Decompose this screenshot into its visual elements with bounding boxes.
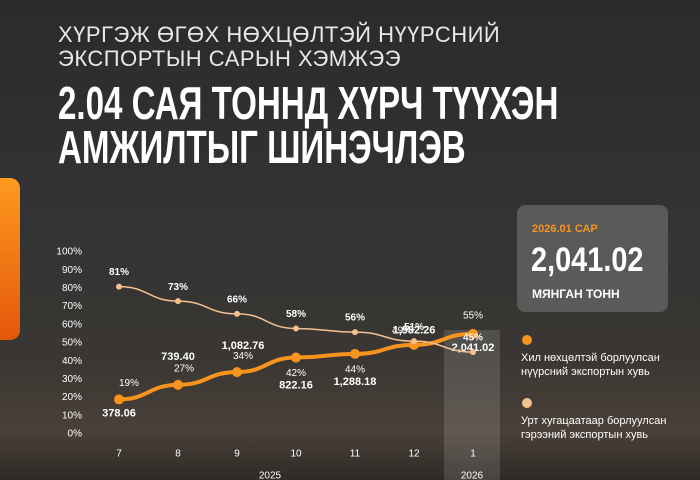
data-label: 49%	[392, 325, 412, 336]
callout-period: 2026.01 САР	[532, 223, 598, 235]
point	[116, 283, 122, 290]
x-tick-label: 7	[116, 449, 122, 460]
point	[470, 349, 476, 356]
year-label: 2025	[259, 471, 282, 480]
data-label: 19%	[119, 378, 139, 389]
point	[175, 298, 181, 305]
data-label: 56%	[345, 313, 365, 324]
data-label: 73%	[168, 282, 188, 293]
y-tick-label: 100%	[56, 247, 82, 258]
highlight-column	[444, 330, 500, 480]
supertitle: ЭКСПОРТЫН САРЫН ХЭМЖЭЭ	[58, 46, 402, 71]
y-tick-label: 0%	[68, 429, 83, 440]
point	[468, 328, 478, 339]
legend-swatch	[522, 398, 532, 408]
data-label: 55%	[463, 311, 483, 322]
volume-label: 822.16	[279, 379, 313, 391]
volume-label: 739.40	[161, 351, 195, 363]
callout-box: 2026.01 САР 2,041.02 МЯНГАН ТОНН	[517, 205, 668, 312]
point	[291, 352, 301, 363]
volume-label: 1,982.26	[393, 325, 436, 337]
y-tick-label: 30%	[62, 374, 82, 385]
y-tick-label: 50%	[62, 338, 82, 349]
data-label: 42%	[286, 368, 306, 379]
data-label: 45%	[463, 333, 483, 344]
data-label: 81%	[109, 267, 129, 278]
y-tick-label: 80%	[62, 283, 82, 294]
point	[293, 325, 299, 332]
point	[173, 379, 183, 390]
legend-label: Хил нөхцөлтэй борлуулсан нүүрсний экспор…	[521, 352, 660, 378]
y-tick-label: 40%	[62, 356, 82, 367]
x-tick-label: 10	[290, 449, 302, 460]
data-label: 34%	[233, 351, 253, 362]
year-label: 2026	[461, 471, 484, 480]
legend-label: Урт хугацаатаар борлуулсан гэрээний эксп…	[521, 415, 667, 441]
point	[114, 394, 124, 405]
point	[352, 329, 358, 336]
data-label: 44%	[345, 365, 365, 376]
volume-label: 378.06	[102, 407, 136, 419]
y-tick-label: 70%	[62, 301, 82, 312]
data-label: 51%	[404, 322, 424, 333]
data-label: 66%	[227, 295, 247, 306]
x-tick-label: 12	[408, 449, 420, 460]
x-tick-label: 11	[350, 449, 361, 460]
supertitle: ХҮРГЭЖ ӨГӨХ НӨХЦӨЛТЭЙ НҮҮРСНИЙ	[58, 22, 501, 47]
x-tick-label: 1	[470, 449, 476, 460]
headline: 2.04 САЯ ТОННД ХҮРЧ ТҮҮХЭН	[58, 77, 559, 129]
y-tick-label: 20%	[62, 392, 82, 403]
volume-label: 1,082.76	[222, 340, 265, 352]
y-tick-label: 90%	[62, 265, 82, 276]
y-tick-label: 10%	[62, 410, 82, 421]
data-label: 27%	[174, 364, 194, 375]
point	[234, 310, 240, 317]
point	[411, 338, 417, 345]
point	[350, 348, 360, 359]
x-tick-label: 9	[234, 449, 240, 460]
accent-bar	[0, 178, 20, 340]
point	[232, 367, 242, 378]
data-label: 58%	[286, 309, 306, 320]
legend-swatch	[522, 335, 532, 345]
volume-label: 1,288.18	[334, 376, 377, 388]
y-tick-label: 60%	[62, 319, 82, 330]
x-tick-label: 8	[175, 449, 181, 460]
headline: АМЖИЛТЫГ ШИНЭЧЛЭВ	[58, 121, 466, 173]
callout-value: 2,041.02	[531, 241, 644, 279]
callout-unit: МЯНГАН ТОНН	[532, 287, 620, 301]
